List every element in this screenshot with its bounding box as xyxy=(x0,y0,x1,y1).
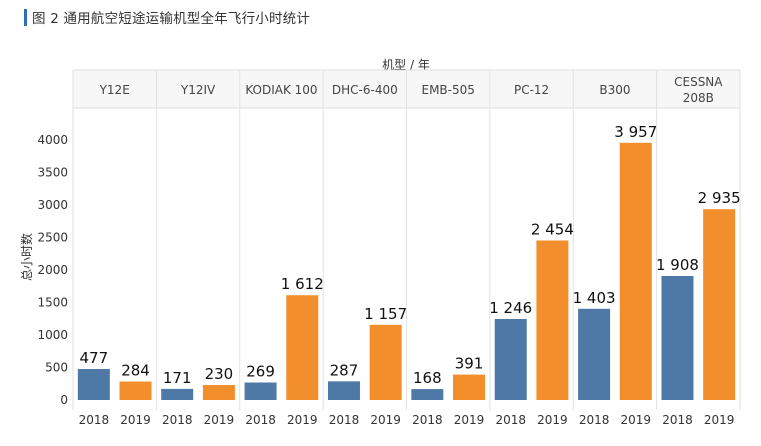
bar-value-label: 477 xyxy=(80,349,109,367)
x-year-label: 2019 xyxy=(204,413,235,427)
bar-value-label: 168 xyxy=(413,369,442,387)
y-tick-label: 2000 xyxy=(37,263,68,277)
y-tick-label: 1000 xyxy=(37,328,68,342)
bar-value-label: 269 xyxy=(246,363,275,381)
x-year-label: 2019 xyxy=(287,413,318,427)
group-label: EMB-505 xyxy=(421,83,474,97)
bar-2019 xyxy=(119,381,152,400)
bar-2019 xyxy=(619,142,652,401)
bar-2018 xyxy=(161,388,194,400)
x-year-label: 2018 xyxy=(79,413,110,427)
group-label: Y12E xyxy=(99,83,130,97)
x-year-label: 2019 xyxy=(537,413,568,427)
y-tick-label: 500 xyxy=(45,361,68,375)
group-label: KODIAK 100 xyxy=(245,83,317,97)
group-label: 208B xyxy=(683,91,714,105)
bar-value-label: 1 403 xyxy=(573,289,616,307)
bar-2019 xyxy=(453,374,486,400)
bar-value-label: 1 157 xyxy=(364,305,407,323)
bar-2019 xyxy=(536,240,569,400)
y-tick-label: 3000 xyxy=(37,198,68,212)
y-axis-label: 总小时数 xyxy=(19,233,34,281)
group-label: PC-12 xyxy=(514,83,549,97)
x-year-label: 2018 xyxy=(579,413,610,427)
y-tick-label: 1500 xyxy=(37,296,68,310)
bar-value-label: 287 xyxy=(330,361,359,379)
bar-2019 xyxy=(202,385,235,400)
bar-value-label: 3 957 xyxy=(614,123,657,141)
bar-value-label: 171 xyxy=(163,369,192,387)
bar-2018 xyxy=(327,381,360,400)
bar-value-label: 1 908 xyxy=(656,256,699,274)
x-year-label: 2019 xyxy=(621,413,652,427)
title-accent-bar xyxy=(24,8,27,26)
bar-2018 xyxy=(578,308,611,400)
bar-2018 xyxy=(661,275,694,400)
bar-value-label: 284 xyxy=(121,362,150,380)
y-tick-label: 0 xyxy=(60,393,68,407)
x-year-label: 2018 xyxy=(662,413,693,427)
x-year-label: 2019 xyxy=(454,413,485,427)
bar-2019 xyxy=(369,324,402,400)
bar-2019 xyxy=(703,209,736,400)
group-label: B300 xyxy=(599,83,630,97)
bar-value-label: 1 246 xyxy=(489,299,532,317)
x-year-label: 2018 xyxy=(495,413,526,427)
bar-2018 xyxy=(77,368,110,400)
group-axis-title: 机型 / 年 xyxy=(382,58,430,72)
x-year-label: 2019 xyxy=(370,413,401,427)
chart-title: 图 2 通用航空短途运输机型全年飞行小时统计 xyxy=(32,11,311,27)
x-year-label: 2019 xyxy=(704,413,735,427)
bar-2018 xyxy=(244,382,277,400)
x-year-label: 2018 xyxy=(245,413,276,427)
group-label: DHC-6-400 xyxy=(332,83,398,97)
bar-2019 xyxy=(286,295,319,400)
bar-value-label: 1 612 xyxy=(281,275,324,293)
chart-title-bar: 图 2 通用航空短途运输机型全年飞行小时统计 xyxy=(24,8,311,27)
bar-2018 xyxy=(411,389,444,400)
x-year-label: 2018 xyxy=(329,413,360,427)
y-tick-label: 4000 xyxy=(37,133,68,147)
bar-value-label: 391 xyxy=(455,355,484,373)
group-label: Y12IV xyxy=(180,83,216,97)
x-year-label: 2018 xyxy=(412,413,443,427)
bar-value-label: 230 xyxy=(205,365,234,383)
bar-value-label: 2 935 xyxy=(698,189,741,207)
y-tick-label: 3500 xyxy=(37,166,68,180)
y-tick-label: 2500 xyxy=(37,231,68,245)
x-year-label: 2018 xyxy=(162,413,193,427)
bar-value-label: 2 454 xyxy=(531,220,574,238)
x-year-label: 2019 xyxy=(120,413,151,427)
bar-2018 xyxy=(494,319,527,400)
group-label: CESSNA xyxy=(674,75,723,89)
